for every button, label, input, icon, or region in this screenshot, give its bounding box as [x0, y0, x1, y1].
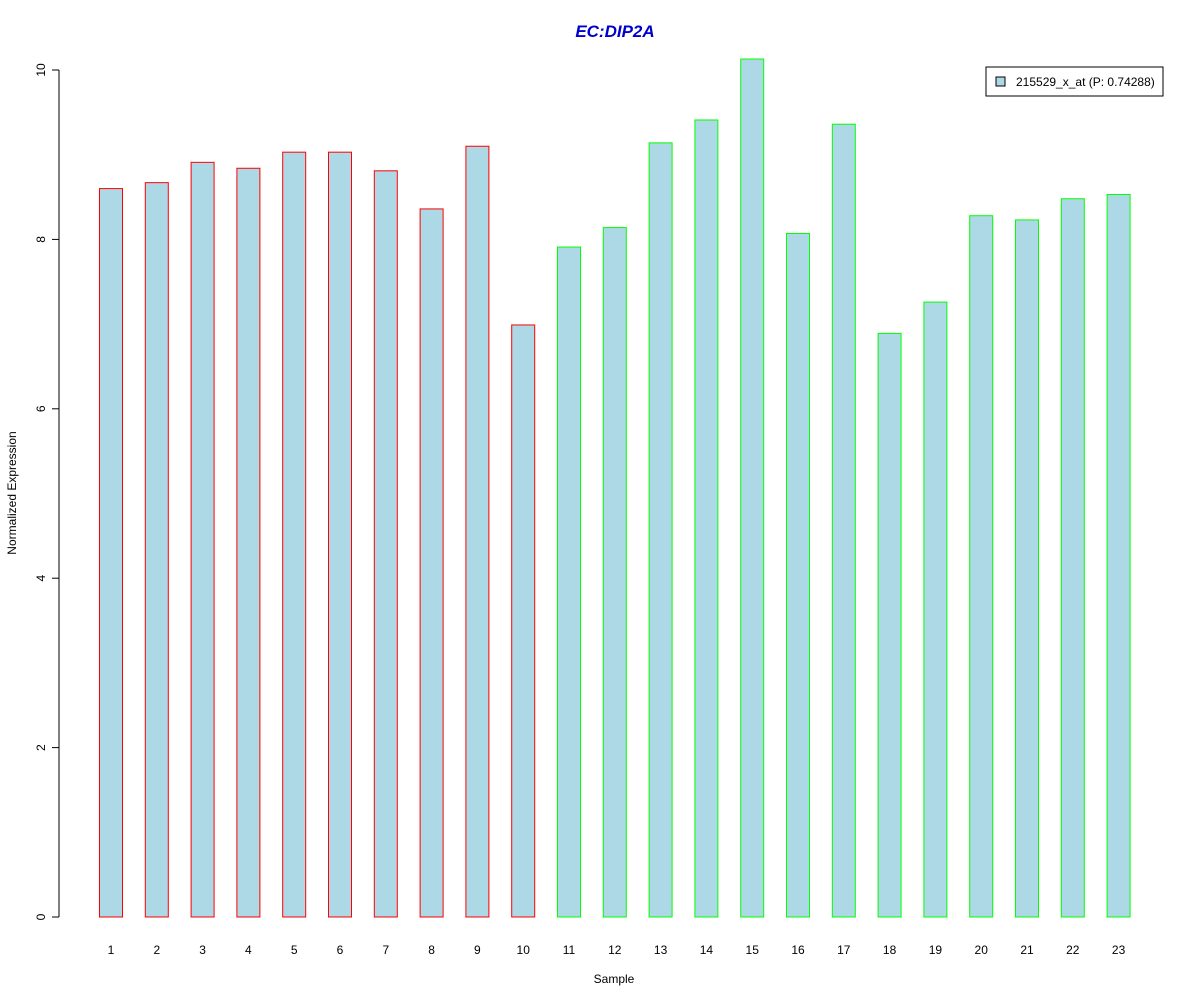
bar-sample-18 — [877, 332, 902, 918]
x-tick-label: 16 — [791, 943, 805, 957]
bar-sample-6 — [328, 151, 352, 918]
y-tick-label: 6 — [34, 405, 48, 412]
x-tick-label: 22 — [1066, 943, 1080, 957]
x-tick-label: 13 — [654, 943, 668, 957]
x-tick-label: 6 — [337, 943, 344, 957]
x-tick-label: 12 — [608, 943, 622, 957]
bar-sample-13 — [648, 142, 673, 918]
chart-title: EC:DIP2A — [575, 22, 654, 41]
bar-sample-12 — [602, 227, 627, 918]
bar-sample-9 — [465, 145, 490, 918]
bar-sample-1 — [99, 188, 123, 918]
y-tick-label: 8 — [34, 236, 48, 243]
x-tick-label: 10 — [517, 943, 531, 957]
x-tick-label: 23 — [1112, 943, 1126, 957]
bar-sample-17 — [831, 123, 856, 918]
x-tick-label: 2 — [153, 943, 160, 957]
bar-sample-20 — [969, 215, 994, 918]
bar-sample-22 — [1060, 198, 1085, 918]
y-axis-title: Normalized Expression — [5, 431, 19, 554]
bar-sample-4 — [236, 167, 261, 918]
bar-sample-5 — [282, 151, 307, 918]
bar-sample-16 — [786, 232, 810, 918]
y-tick-label: 4 — [34, 575, 48, 582]
legend-box — [985, 66, 1164, 97]
x-axis-title: Sample — [594, 972, 635, 986]
x-tick-label: 8 — [428, 943, 435, 957]
bar-sample-19 — [923, 301, 948, 918]
bar-sample-14 — [694, 119, 719, 918]
bar-sample-2 — [144, 182, 169, 918]
bar-sample-3 — [190, 161, 215, 918]
legend: 215529_x_at (P: 0.74288) — [985, 66, 1164, 97]
x-tick-label: 19 — [929, 943, 943, 957]
x-tick-label: 7 — [382, 943, 389, 957]
bar-sample-8 — [419, 208, 444, 918]
legend-swatch — [995, 76, 1006, 87]
bar-sample-10 — [511, 324, 536, 918]
bars — [99, 58, 1131, 918]
y-tick-label: 10 — [34, 63, 48, 77]
y-tick-label: 0 — [34, 913, 48, 920]
x-tick-label: 5 — [291, 943, 298, 957]
x-tick-label: 21 — [1020, 943, 1034, 957]
legend-label: 215529_x_at (P: 0.74288) — [1016, 75, 1155, 89]
bar-sample-21 — [1015, 219, 1039, 918]
bar-sample-23 — [1106, 194, 1131, 918]
x-tick-label: 20 — [975, 943, 989, 957]
bar-sample-15 — [740, 58, 765, 918]
x-tick-label: 18 — [883, 943, 897, 957]
bar-sample-11 — [557, 246, 581, 918]
x-tick-label: 14 — [700, 943, 714, 957]
x-tick-label: 17 — [837, 943, 851, 957]
x-tick-label: 4 — [245, 943, 252, 957]
bar-sample-7 — [373, 170, 398, 918]
x-tick-label: 1 — [108, 943, 115, 957]
x-tick-label: 15 — [746, 943, 760, 957]
x-tick-label: 11 — [563, 943, 576, 957]
x-tick-label: 3 — [199, 943, 206, 957]
x-axis-tick-labels: 1 2 3 4 5 6 7 8 9 10 11 12 13 14 15 16 17 18 19 20 21 22 23 — [108, 943, 1126, 957]
y-tick-label: 2 — [34, 744, 48, 751]
y-axis-ticks: 0 2 4 6 8 10 — [34, 63, 59, 920]
x-tick-label: 9 — [474, 943, 481, 957]
